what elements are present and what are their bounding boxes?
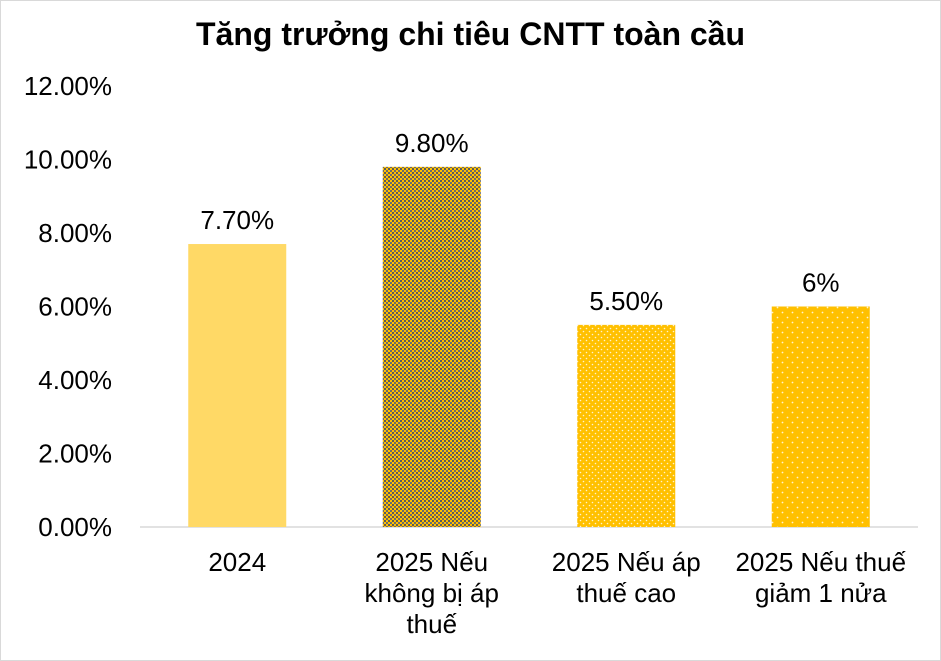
data-label: 6% [802,268,840,298]
category-label: 2025 Nếu áp thuế cao [552,547,701,608]
data-label: 5.50% [589,286,663,316]
category-label: 2025 Nếu không bị áp thuế [365,547,499,639]
data-label: 9.80% [395,128,469,158]
bar [577,324,676,527]
bars [188,166,870,527]
y-axis-ticks: 0.00% 2.00% 4.00% 6.00% 8.00% 10.00% 12.00% [24,71,112,542]
data-labels: 7.70% 9.80% 5.50% 6% [200,128,839,316]
bar [382,166,481,527]
bar [771,306,870,527]
category-label: 2025 Nếu thuế giảm 1 nửa [735,547,906,608]
y-tick-label: 2.00% [38,439,112,469]
y-tick-label: 0.00% [38,512,112,542]
bar [188,244,287,527]
category-labels: 2024 2025 Nếu không bị áp thuế 2025 Nếu áp th… [208,547,906,639]
y-tick-label: 4.00% [38,365,112,395]
data-label: 7.70% [200,205,274,235]
category-label: 2024 [208,547,266,577]
chart-title: Tăng trưởng chi tiêu CNTT toàn cầu [195,16,746,52]
y-tick-label: 8.00% [38,218,112,248]
y-tick-label: 10.00% [24,145,112,175]
y-tick-label: 6.00% [38,292,112,322]
y-tick-label: 12.00% [24,71,112,101]
